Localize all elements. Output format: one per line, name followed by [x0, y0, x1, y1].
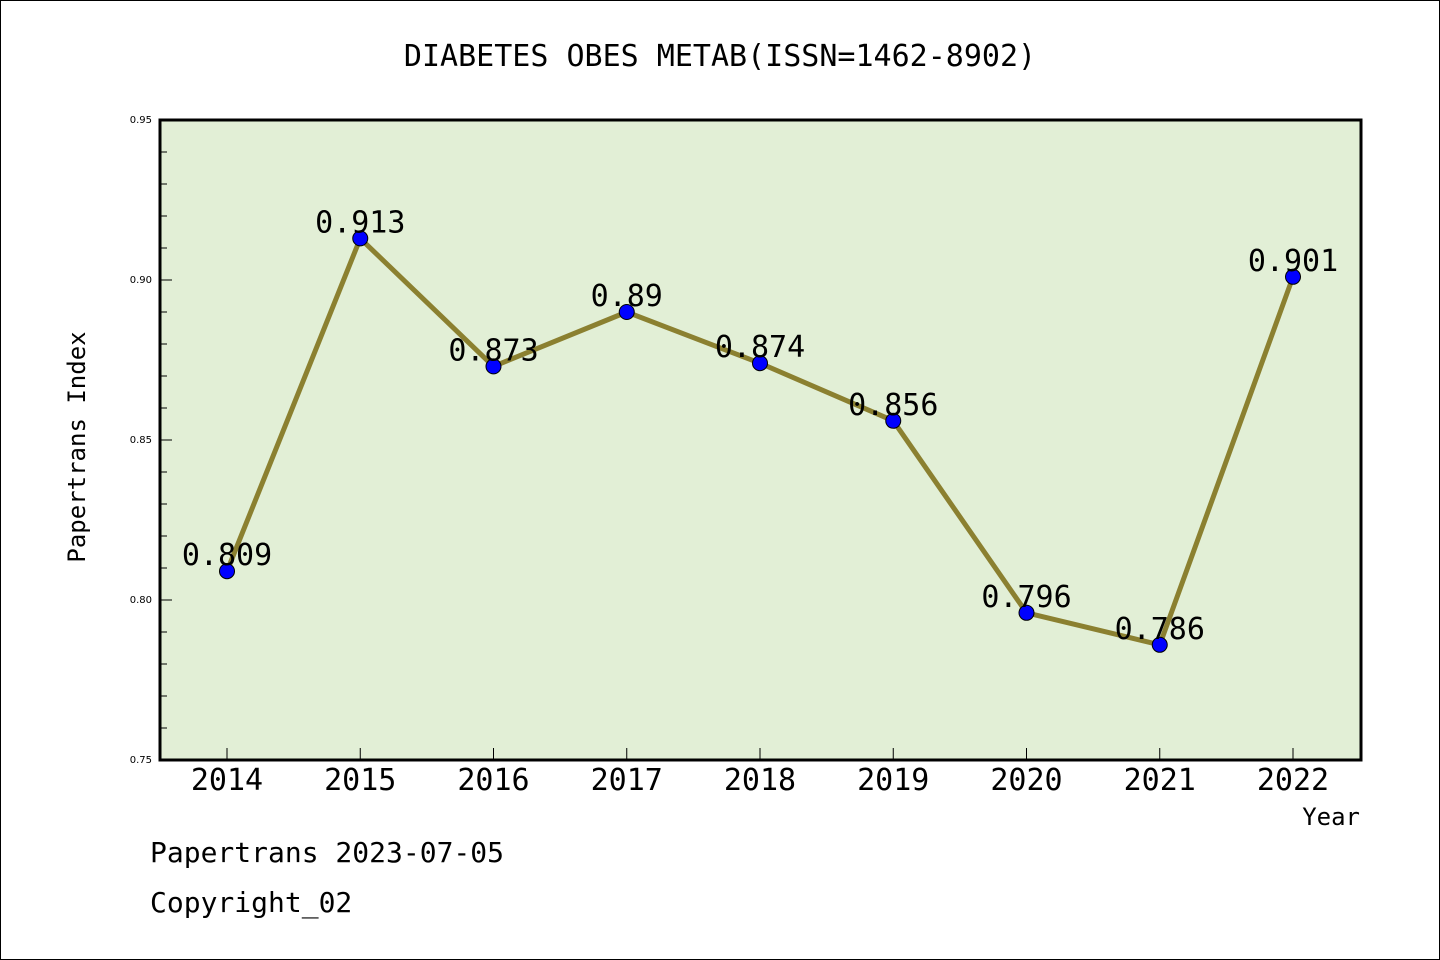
y-tick-label: 0.90 — [130, 275, 152, 286]
data-point — [485, 358, 502, 375]
y-axis-label: Papertrans Index — [63, 331, 91, 562]
x-tick-label: 2019 — [857, 763, 929, 798]
x-tick-label: 2022 — [1257, 763, 1329, 798]
y-tick-label: 0.85 — [130, 435, 152, 446]
x-tick-label: 2018 — [724, 763, 796, 798]
x-tick-label: 2014 — [191, 763, 263, 798]
data-label: 0.786 — [1115, 612, 1205, 647]
x-axis-label: Year — [1302, 803, 1360, 831]
data-label: 0.901 — [1248, 244, 1338, 279]
x-tick-label: 2020 — [990, 763, 1062, 798]
data-point — [352, 230, 369, 247]
chart-title: DIABETES OBES METAB(ISSN=1462-8902) — [404, 39, 1036, 74]
data-label: 0.913 — [315, 205, 405, 240]
data-point — [618, 304, 635, 320]
x-tick-label: 2015 — [324, 763, 396, 798]
data-points — [219, 230, 1301, 653]
data-point — [885, 412, 902, 429]
y-tick-label: 0.80 — [130, 595, 152, 606]
footer-copyright: Copyright_02 — [150, 886, 353, 919]
data-point — [1151, 636, 1168, 653]
footer-date: Papertrans 2023-07-05 — [150, 836, 505, 869]
data-label: 0.809 — [182, 538, 272, 573]
data-label: 0.874 — [715, 330, 805, 365]
data-point — [219, 563, 235, 580]
data-label: 0.873 — [448, 333, 538, 368]
data-label: 0.796 — [981, 580, 1071, 615]
data-point — [752, 355, 768, 372]
data-point — [1285, 268, 1301, 285]
x-tick-label: 2016 — [457, 763, 529, 798]
y-tick-label: 0.75 — [130, 755, 152, 766]
data-labels: 0.809 0.913 0.873 0.89 0.874 0.856 0.796 0.786 0… — [182, 205, 1338, 646]
data-point — [1018, 604, 1035, 621]
x-axis-ticks: 2014 2015 2016 2017 2018 2019 2020 2021 2022 — [191, 748, 1329, 798]
y-axis-ticks: 0.75 0.80 0.85 0.90 0.95 — [130, 115, 172, 766]
y-tick-label: 0.95 — [130, 115, 152, 126]
data-label: 0.856 — [848, 388, 938, 423]
data-label: 0.89 — [591, 279, 663, 314]
plot-area — [158, 118, 1363, 762]
x-tick-label: 2021 — [1124, 763, 1196, 798]
x-tick-label: 2017 — [591, 763, 663, 798]
